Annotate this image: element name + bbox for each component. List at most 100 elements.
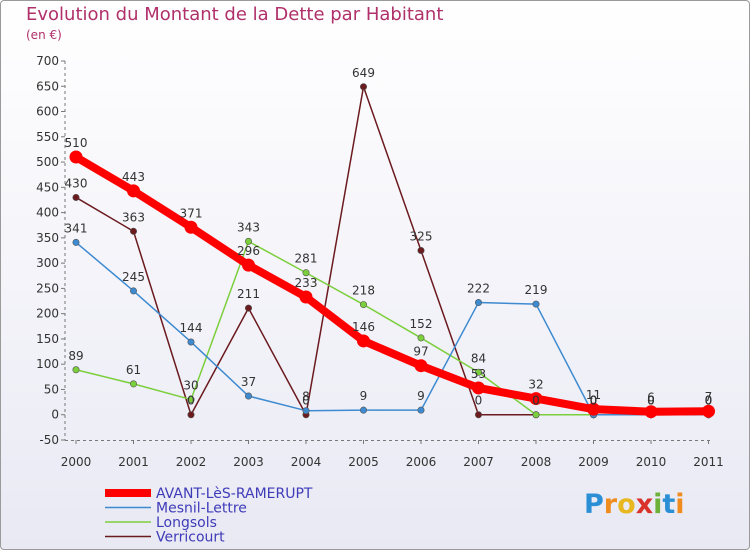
data-label: 8 bbox=[302, 390, 310, 404]
data-point bbox=[299, 290, 313, 304]
data-point bbox=[130, 287, 138, 295]
data-label: 510 bbox=[65, 136, 88, 150]
data-point bbox=[417, 247, 425, 255]
y-tick-label: 450 bbox=[36, 180, 59, 194]
data-label: 0 bbox=[187, 394, 195, 408]
data-label: 146 bbox=[352, 320, 375, 334]
data-point bbox=[302, 407, 310, 415]
data-label: 222 bbox=[467, 282, 490, 296]
legend-label: Longsols bbox=[156, 515, 217, 531]
logo-letter: i bbox=[653, 489, 663, 520]
y-tick-label: 100 bbox=[36, 357, 59, 371]
data-labels: 510 443 371 296 233 146 97 53 32 11 6 7 341 245 144 37 8… bbox=[65, 66, 713, 408]
data-label: 84 bbox=[471, 351, 486, 365]
chart-title: Evolution du Montant de la Dette par Hab… bbox=[26, 4, 444, 25]
data-label: 0 bbox=[705, 394, 713, 408]
data-label: 0 bbox=[475, 394, 483, 408]
data-point bbox=[474, 299, 482, 307]
data-point bbox=[127, 184, 140, 198]
logo-letter: r bbox=[603, 489, 618, 520]
y-tick-label: 150 bbox=[36, 332, 59, 346]
data-label: 430 bbox=[65, 176, 88, 190]
data-label: 6 bbox=[647, 391, 655, 405]
y-tick-label: 350 bbox=[36, 231, 59, 245]
y-tick-label: 400 bbox=[36, 206, 59, 220]
y-tick-label: 0 bbox=[51, 408, 59, 422]
data-point bbox=[587, 402, 600, 416]
data-point bbox=[184, 220, 198, 234]
x-tick-label: 2000 bbox=[61, 455, 92, 469]
data-label: 0 bbox=[532, 394, 540, 408]
data-point bbox=[69, 150, 83, 164]
data-point bbox=[72, 238, 80, 246]
data-label: 325 bbox=[410, 230, 433, 244]
data-label: 371 bbox=[180, 206, 203, 220]
x-tick-label: 2009 bbox=[578, 455, 609, 469]
y-tick-label: 700 bbox=[36, 54, 59, 68]
data-point bbox=[532, 300, 540, 308]
x-tick-label: 2011 bbox=[693, 455, 724, 469]
data-label: 443 bbox=[122, 170, 145, 184]
y-tick-label: 650 bbox=[36, 79, 59, 93]
data-point bbox=[417, 406, 425, 414]
data-point bbox=[130, 227, 138, 235]
data-point bbox=[702, 404, 715, 418]
data-label: 0 bbox=[705, 394, 713, 408]
data-point bbox=[245, 304, 253, 312]
y-tick-label: -50 bbox=[39, 433, 59, 447]
data-point bbox=[130, 380, 138, 388]
chart-legend: AVANT-LèS-RAMERUPTMesnil-LettreLongsolsV… bbox=[105, 486, 313, 546]
data-label: 296 bbox=[237, 244, 260, 258]
logo-letter: i bbox=[675, 489, 685, 520]
data-label: 37 bbox=[241, 375, 256, 389]
data-point bbox=[245, 392, 253, 400]
x-tick-label: 2005 bbox=[348, 455, 379, 469]
legend-label: AVANT-LèS-RAMERUPT bbox=[156, 486, 313, 502]
data-point bbox=[357, 334, 370, 348]
data-point bbox=[187, 338, 195, 346]
data-label: 0 bbox=[590, 394, 598, 408]
logo-letter: P bbox=[584, 489, 604, 520]
proxiti-logo: Proxiti bbox=[584, 489, 685, 520]
data-label: 0 bbox=[590, 394, 598, 408]
x-tick-label: 2010 bbox=[636, 455, 667, 469]
data-label: 218 bbox=[352, 284, 375, 298]
logo-letter: t bbox=[662, 489, 676, 520]
data-label: 363 bbox=[122, 210, 145, 224]
data-point bbox=[359, 83, 367, 91]
x-tick-label: 2002 bbox=[176, 455, 207, 469]
chart-axes: -500501001502002503003504004505005506006… bbox=[36, 54, 724, 469]
data-label: 53 bbox=[471, 367, 486, 381]
x-tick-label: 2006 bbox=[406, 455, 437, 469]
data-point bbox=[529, 392, 543, 406]
data-point bbox=[417, 334, 425, 342]
data-label: 0 bbox=[532, 394, 540, 408]
data-label: 341 bbox=[65, 221, 88, 235]
data-point bbox=[72, 193, 80, 201]
y-tick-label: 50 bbox=[44, 382, 59, 396]
logo-letter: x bbox=[635, 489, 654, 520]
data-label: 7 bbox=[705, 390, 713, 404]
data-label: 0 bbox=[647, 394, 655, 408]
data-point bbox=[644, 405, 658, 419]
data-point bbox=[242, 258, 255, 272]
data-label: 9 bbox=[360, 389, 368, 403]
data-label: 233 bbox=[295, 276, 318, 290]
x-tick-label: 2001 bbox=[118, 455, 149, 469]
data-point bbox=[414, 359, 428, 373]
legend-label: Verricourt bbox=[156, 530, 225, 546]
data-label: 32 bbox=[528, 378, 543, 392]
chart-unit-label: (en €) bbox=[26, 28, 62, 42]
data-label: 343 bbox=[237, 220, 260, 234]
x-tick-label: 2007 bbox=[463, 455, 494, 469]
data-label: 152 bbox=[410, 317, 433, 331]
x-tick-label: 2008 bbox=[521, 455, 552, 469]
series-lines bbox=[69, 83, 715, 419]
x-tick-label: 2004 bbox=[291, 455, 322, 469]
data-label: 0 bbox=[590, 394, 598, 408]
data-point bbox=[359, 406, 367, 414]
y-tick-label: 250 bbox=[36, 281, 59, 295]
data-point bbox=[245, 237, 253, 245]
data-label: 0 bbox=[302, 394, 310, 408]
